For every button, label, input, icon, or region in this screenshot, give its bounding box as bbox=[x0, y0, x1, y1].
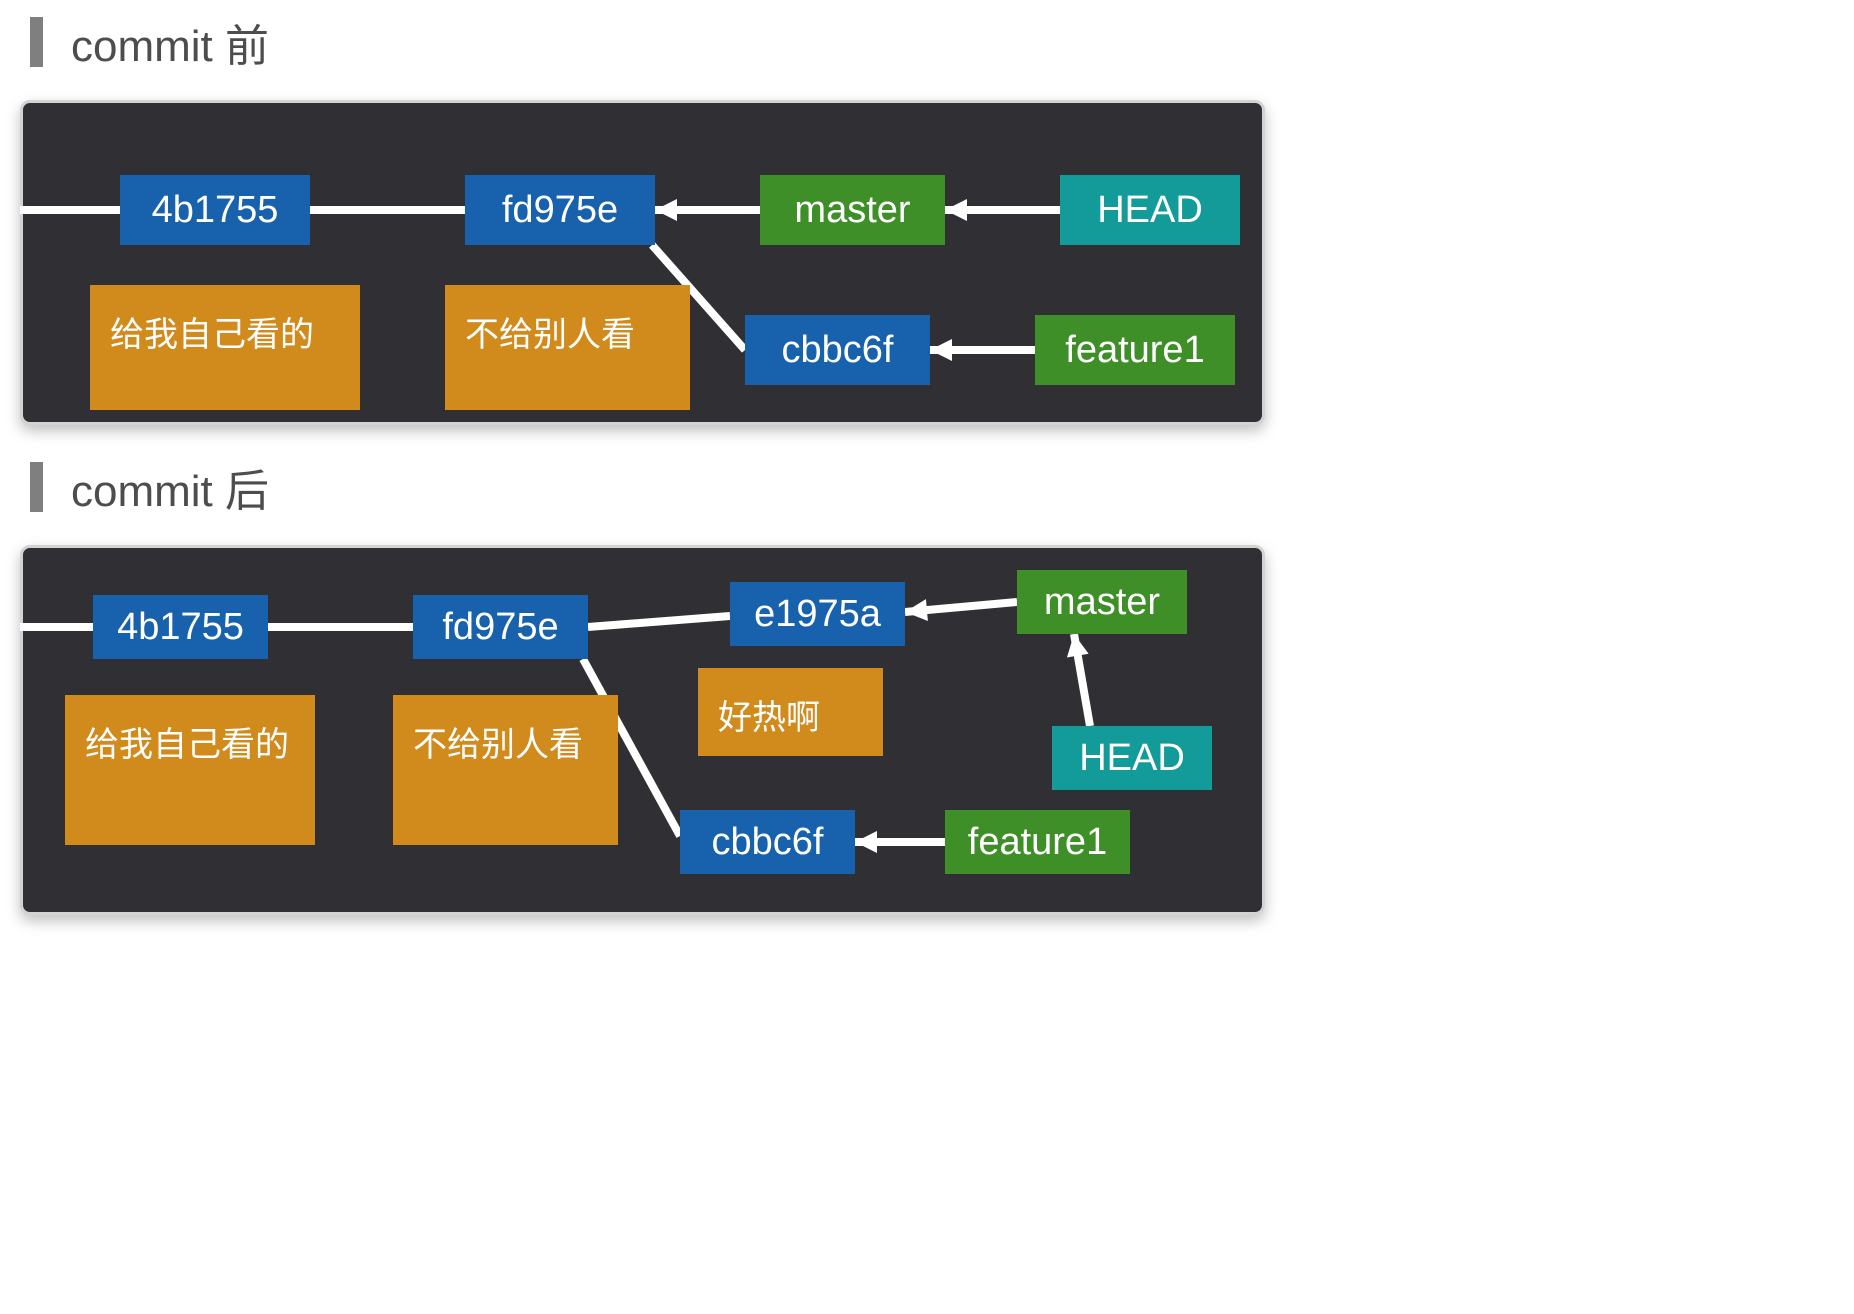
branch-node: master bbox=[1017, 570, 1187, 634]
branch-node: master bbox=[760, 175, 945, 245]
commit-node: 4b1755 bbox=[93, 595, 268, 659]
head-node: HEAD bbox=[1052, 726, 1212, 790]
heading-after-label: commit 后 bbox=[71, 455, 269, 519]
heading-bar-icon bbox=[30, 17, 43, 67]
heading-bar-icon bbox=[30, 462, 43, 512]
note-box: 不给别人看 bbox=[445, 285, 690, 410]
commit-node: fd975e bbox=[465, 175, 655, 245]
heading-before-label: commit 前 bbox=[71, 10, 269, 74]
note-box: 好热啊 bbox=[698, 668, 883, 756]
commit-node: cbbc6f bbox=[680, 810, 855, 874]
commit-node: fd975e bbox=[413, 595, 588, 659]
note-box: 不给别人看 bbox=[393, 695, 618, 845]
note-box: 给我自己看的 bbox=[90, 285, 360, 410]
heading-after: commit 后 bbox=[30, 455, 269, 519]
commit-node: e1975a bbox=[730, 582, 905, 646]
commit-node: cbbc6f bbox=[745, 315, 930, 385]
commit-node: 4b1755 bbox=[120, 175, 310, 245]
branch-node: feature1 bbox=[1035, 315, 1235, 385]
heading-before: commit 前 bbox=[30, 10, 269, 74]
note-box: 给我自己看的 bbox=[65, 695, 315, 845]
head-node: HEAD bbox=[1060, 175, 1240, 245]
branch-node: feature1 bbox=[945, 810, 1130, 874]
